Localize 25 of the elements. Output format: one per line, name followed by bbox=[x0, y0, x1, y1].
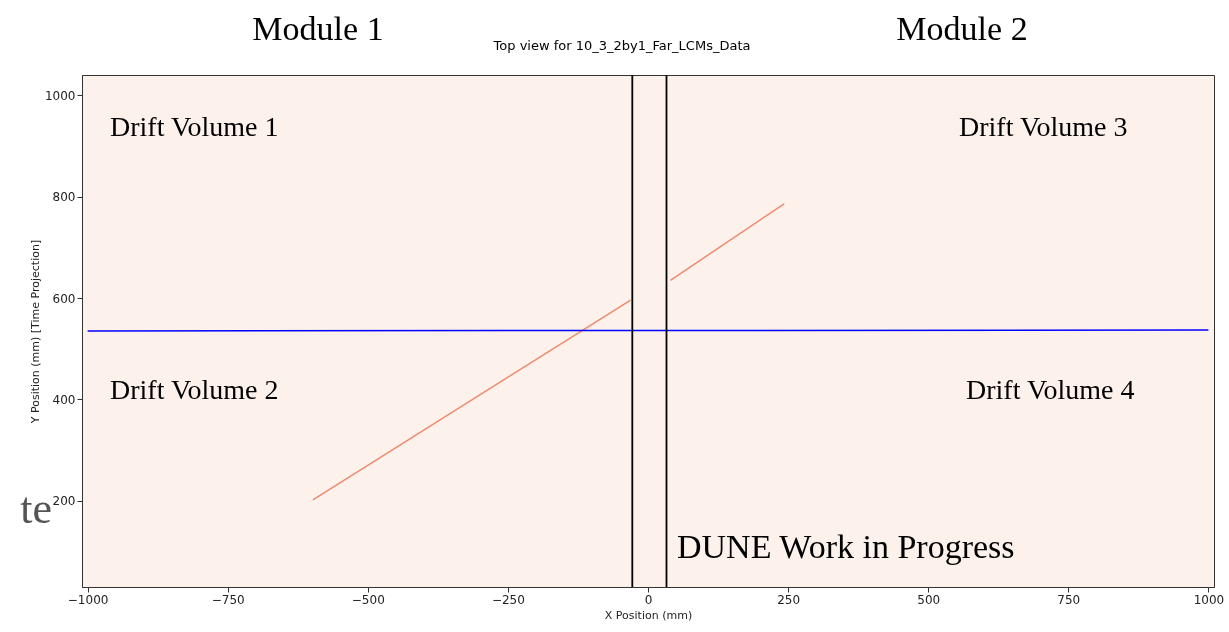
text: Module 1 bbox=[252, 10, 384, 47]
x-tick-label: 0 bbox=[644, 592, 653, 607]
y-tick-label: 1000 bbox=[44, 88, 76, 103]
y-axis-title: Y Position (mm) [Time Projection] bbox=[28, 239, 42, 425]
x-tick-label: −750 bbox=[211, 592, 245, 607]
chart-title: Top view for 10_3_2by1_Far_LCMs_Data bbox=[492, 38, 751, 53]
x-tick-label: −1000 bbox=[67, 592, 109, 607]
x-tick-label: 250 bbox=[777, 592, 801, 607]
text: Module 2 bbox=[896, 10, 1028, 47]
x-tick-label: 750 bbox=[1057, 592, 1081, 607]
y-tick-label: 600 bbox=[52, 291, 76, 306]
annotation: Drift Volume 1 bbox=[110, 111, 279, 142]
annotation: Drift Volume 2 bbox=[110, 374, 279, 405]
x-tick-label: −500 bbox=[351, 592, 385, 607]
annotation: Drift Volume 3 bbox=[959, 111, 1128, 142]
x-tick-label: −250 bbox=[491, 592, 525, 607]
x-tick-label: 500 bbox=[917, 592, 941, 607]
y-tick-label: 200 bbox=[52, 494, 76, 509]
y-tick-label: 400 bbox=[52, 392, 76, 407]
annotation: DUNE Work in Progress bbox=[677, 528, 1015, 565]
text: te bbox=[20, 484, 52, 533]
x-tick-label: 1000 bbox=[1193, 592, 1225, 607]
x-axis-title: X Position (mm) bbox=[604, 608, 693, 622]
annotation: Drift Volume 4 bbox=[966, 374, 1135, 405]
y-tick-label: 800 bbox=[52, 190, 76, 205]
